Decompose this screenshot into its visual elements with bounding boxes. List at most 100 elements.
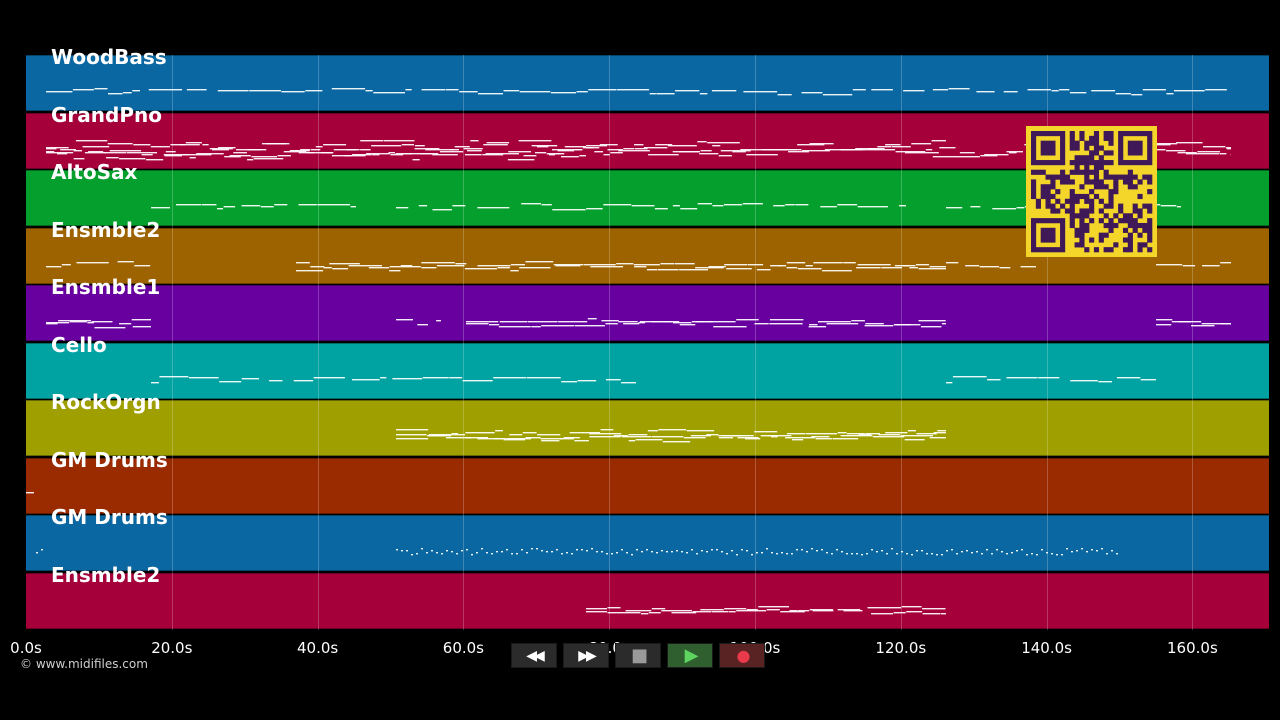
qr-code-graphic — [1026, 126, 1157, 257]
note — [871, 612, 894, 614]
note — [831, 553, 833, 555]
note — [1086, 551, 1088, 553]
note — [360, 148, 371, 150]
note — [877, 145, 892, 147]
note — [851, 553, 853, 555]
note — [971, 552, 973, 554]
note — [579, 154, 586, 156]
note — [313, 376, 345, 378]
note — [999, 266, 1011, 268]
note — [605, 378, 621, 380]
note — [946, 207, 963, 209]
gridline — [609, 55, 611, 630]
note — [310, 265, 325, 267]
record-button[interactable]: ● — [719, 643, 765, 668]
note — [922, 612, 940, 614]
note — [628, 440, 636, 442]
note — [811, 548, 813, 550]
note — [1131, 94, 1143, 96]
note — [522, 432, 537, 434]
note — [556, 549, 558, 551]
note — [852, 89, 866, 91]
note — [584, 263, 616, 265]
note — [108, 93, 123, 95]
note — [73, 157, 85, 159]
play-button[interactable]: ▶ — [667, 643, 713, 668]
note — [1071, 551, 1073, 553]
note — [189, 156, 196, 158]
note — [489, 324, 500, 326]
note — [75, 139, 108, 141]
note — [1076, 550, 1078, 552]
note — [916, 550, 918, 552]
note — [871, 549, 873, 551]
note — [696, 553, 698, 555]
note — [655, 143, 673, 145]
note — [766, 608, 780, 610]
note — [809, 608, 834, 610]
record-icon: ● — [736, 646, 751, 665]
note — [1061, 554, 1063, 556]
note — [76, 261, 109, 263]
note — [773, 205, 785, 207]
note — [601, 551, 603, 553]
note — [679, 324, 696, 326]
note — [811, 436, 830, 438]
track-lane: GM Drums — [26, 505, 1269, 571]
note — [151, 207, 170, 209]
note — [1201, 323, 1231, 325]
note — [1069, 92, 1087, 94]
note — [586, 550, 588, 552]
note — [832, 438, 859, 440]
note — [1220, 261, 1231, 263]
stop-button[interactable]: ■ — [615, 643, 661, 668]
note — [1006, 553, 1008, 555]
note — [865, 323, 884, 325]
note — [151, 381, 159, 383]
note — [893, 324, 921, 326]
note — [792, 439, 804, 441]
note — [896, 553, 898, 555]
track-lane: Ensmble1 — [26, 275, 1269, 341]
note — [756, 552, 758, 554]
note — [931, 139, 946, 141]
note — [1226, 147, 1231, 149]
track-lane: RockOrgn — [26, 390, 1269, 456]
note — [607, 606, 621, 608]
note — [607, 611, 641, 613]
note — [918, 267, 946, 269]
note — [103, 151, 127, 153]
note — [826, 552, 828, 554]
note — [476, 552, 478, 554]
note — [331, 154, 352, 156]
note — [396, 434, 427, 436]
gridline — [317, 55, 319, 630]
fast-forward-icon: ▶▶ — [578, 647, 596, 664]
note — [333, 148, 360, 150]
note — [481, 548, 483, 550]
note — [868, 147, 885, 149]
note — [618, 149, 650, 151]
note — [454, 434, 465, 436]
note — [396, 207, 409, 209]
note — [365, 90, 373, 92]
note — [1101, 548, 1103, 550]
play-icon: ▶ — [684, 645, 699, 666]
note — [295, 149, 310, 151]
note — [446, 550, 448, 552]
note — [818, 321, 851, 323]
rewind-button[interactable]: ◀◀ — [511, 643, 557, 668]
note — [679, 150, 699, 152]
note — [586, 144, 607, 146]
note — [69, 321, 87, 323]
note — [840, 435, 873, 437]
note — [613, 435, 628, 437]
note — [895, 150, 926, 152]
note — [901, 605, 922, 607]
note — [611, 553, 613, 555]
track-name: WoodBass — [51, 45, 167, 69]
fast-forward-button[interactable]: ▶▶ — [563, 643, 609, 668]
note — [718, 154, 732, 156]
note — [697, 203, 712, 205]
note — [132, 90, 140, 92]
